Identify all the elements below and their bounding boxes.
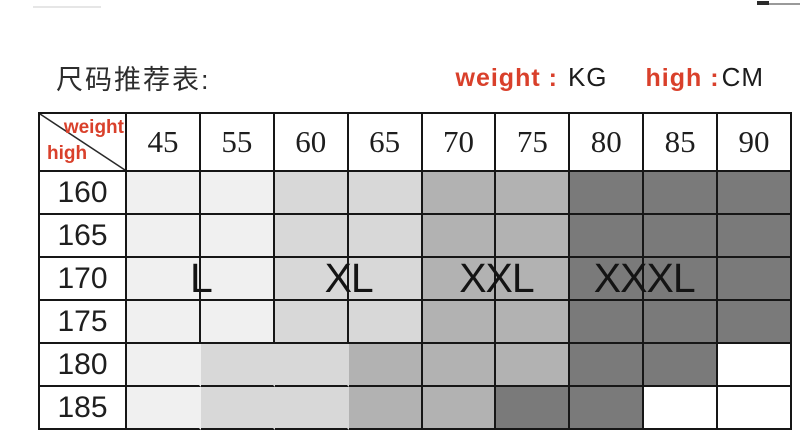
weight-unit-label: weight :: [455, 64, 558, 92]
size-cell: [422, 172, 497, 215]
corner-high-label: high: [47, 143, 88, 164]
scan-artifact-line: [769, 3, 800, 5]
size-cell: [348, 258, 423, 301]
weight-col-header: 80: [570, 114, 645, 172]
size-cell: [570, 301, 645, 344]
weight-col-header: 85: [644, 114, 719, 172]
height-row-header: 180: [40, 344, 127, 387]
size-cell: [200, 387, 275, 430]
weight-col-header: 55: [200, 114, 275, 172]
size-cell: [496, 172, 571, 215]
high-unit-value: CM: [721, 62, 764, 92]
size-cell: [274, 344, 349, 387]
size-cell: [348, 215, 423, 258]
size-cell: [422, 301, 497, 344]
size-cell: [127, 172, 201, 215]
size-cell: [127, 301, 201, 344]
size-cell: [274, 387, 349, 430]
size-cell: [274, 215, 349, 258]
size-zone-label: XXXL: [593, 254, 696, 301]
size-zone-label: XL: [324, 254, 374, 301]
size-cell: [644, 258, 719, 301]
size-cell: [570, 258, 645, 301]
size-cell: [496, 215, 571, 258]
scan-artifact-line: [33, 6, 101, 8]
weight-col-header: 60: [274, 114, 349, 172]
size-cell: [718, 258, 792, 301]
size-cell: [718, 344, 792, 387]
size-cell: [496, 301, 571, 344]
size-cell: [127, 387, 201, 430]
size-cell: [200, 215, 275, 258]
weight-unit-value: KG: [567, 62, 608, 92]
height-row-header: 185: [40, 387, 127, 430]
corner-cell: weight high: [40, 114, 127, 172]
size-cell: [348, 387, 423, 430]
size-cell: [496, 258, 571, 301]
size-cell: [718, 387, 792, 430]
size-cell: [422, 387, 497, 430]
size-cell: [718, 172, 792, 215]
size-table: weight high 45 55 60 65 70 75 80 85 90 160 165 170 1…: [38, 112, 792, 430]
height-row-header: 170: [40, 258, 127, 301]
weight-col-header: 65: [348, 114, 423, 172]
size-cell: [718, 215, 792, 258]
size-cell: [570, 344, 645, 387]
size-cell: [644, 344, 719, 387]
scan-artifact-smudge: [757, 1, 769, 5]
size-cell: [422, 344, 497, 387]
weight-col-header: 70: [422, 114, 497, 172]
size-cell: [200, 344, 275, 387]
size-cell: [127, 258, 201, 301]
corner-weight-label: weight: [63, 117, 124, 138]
height-row-header: 165: [40, 215, 127, 258]
weight-col-header: 45: [127, 114, 201, 172]
size-cell: [644, 387, 719, 430]
page-title: 尺码推荐表:: [56, 65, 211, 95]
size-cell: [127, 215, 201, 258]
size-zone-label: L: [189, 254, 213, 301]
size-cell: [644, 215, 719, 258]
height-row-header: 160: [40, 172, 127, 215]
size-zone-label: XXL: [459, 254, 534, 301]
size-cell: [496, 387, 571, 430]
size-cell: [570, 215, 645, 258]
weight-col-header: 75: [496, 114, 571, 172]
units-legend: weight : KG high : CM: [456, 62, 764, 93]
size-cell: [496, 344, 571, 387]
size-cell: [348, 172, 423, 215]
size-cell: [644, 172, 719, 215]
diagonal-divider-line: [40, 114, 125, 170]
size-cell: [348, 344, 423, 387]
size-cell: [644, 301, 719, 344]
size-cell: [127, 344, 201, 387]
size-cell: [200, 172, 275, 215]
height-row-header: 175: [40, 301, 127, 344]
size-cell: [348, 301, 423, 344]
size-cell: [570, 387, 645, 430]
high-unit-label: high :: [645, 64, 720, 92]
size-cell: [422, 258, 497, 301]
size-cell: [200, 301, 275, 344]
size-cell: [570, 172, 645, 215]
size-cell: [200, 258, 275, 301]
weight-col-header: 90: [718, 114, 792, 172]
size-cell: [274, 301, 349, 344]
size-cell: [274, 172, 349, 215]
size-cell: [422, 215, 497, 258]
size-cell: [274, 258, 349, 301]
size-cell: [718, 301, 792, 344]
